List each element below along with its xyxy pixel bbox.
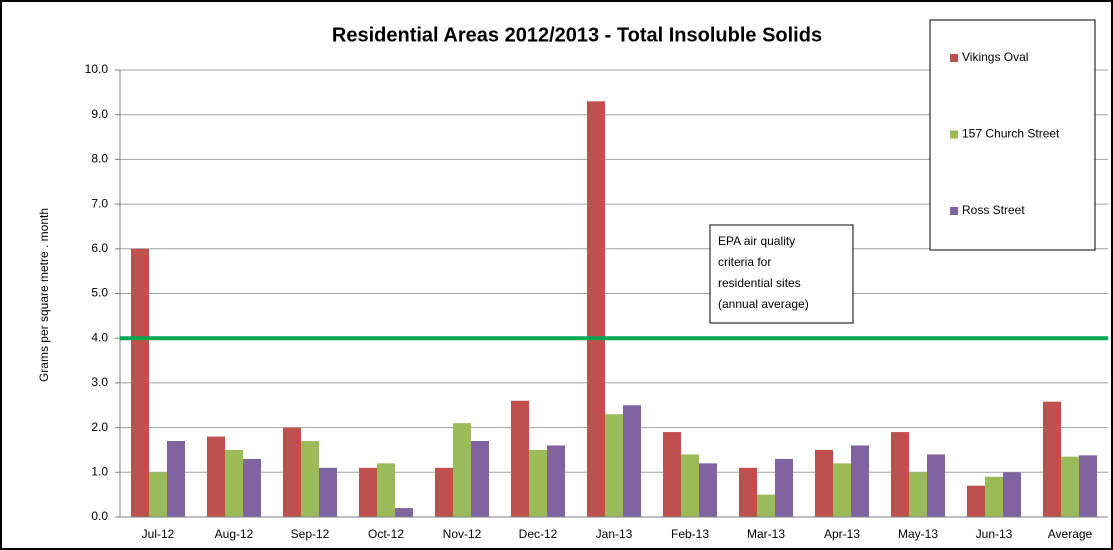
y-axis-label: Grams per square metre . month <box>37 208 51 382</box>
legend-swatch <box>950 207 958 215</box>
y-tick-label: 10.0 <box>85 62 109 76</box>
bar <box>699 463 717 517</box>
x-tick-label: Jul-12 <box>142 527 175 541</box>
y-tick-label: 7.0 <box>91 196 108 210</box>
y-tick-label: 6.0 <box>91 241 108 255</box>
bar <box>547 445 565 517</box>
x-tick-label: Feb-13 <box>671 527 709 541</box>
bar <box>663 432 681 517</box>
bar <box>909 472 927 517</box>
bar <box>833 463 851 517</box>
bar <box>359 467 377 517</box>
bar <box>1003 472 1021 517</box>
bar <box>167 441 185 517</box>
bar <box>453 423 471 517</box>
bar <box>301 441 319 517</box>
x-tick-label: Average <box>1048 527 1093 541</box>
x-tick-label: Aug-12 <box>215 527 254 541</box>
bar <box>131 248 149 518</box>
bar <box>1079 455 1097 517</box>
bar <box>815 449 833 517</box>
bar <box>927 454 945 517</box>
bar <box>435 467 453 517</box>
x-tick-label: Sep-12 <box>291 527 330 541</box>
x-tick-label: Mar-13 <box>747 527 785 541</box>
bar <box>1061 456 1079 517</box>
x-tick-label: May-13 <box>898 527 938 541</box>
bar <box>395 508 413 517</box>
annotation: criteria for <box>718 255 771 269</box>
bar <box>739 467 757 517</box>
bar <box>283 427 301 517</box>
chart-title: Residential Areas 2012/2013 - Total Inso… <box>332 24 822 46</box>
x-tick-label: Dec-12 <box>519 527 558 541</box>
y-tick-label: 4.0 <box>91 330 108 344</box>
legend-label: Ross Street <box>962 203 1025 217</box>
y-tick-label: 2.0 <box>91 420 108 434</box>
bar <box>623 405 641 517</box>
y-tick-label: 5.0 <box>91 286 108 300</box>
legend-swatch <box>950 54 958 62</box>
x-tick-label: Nov-12 <box>443 527 482 541</box>
bar <box>1043 401 1061 517</box>
legend-label: Vikings Oval <box>962 50 1028 64</box>
bar <box>511 400 529 517</box>
annotation: EPA air quality <box>718 234 795 248</box>
bar <box>377 463 395 517</box>
bar <box>149 472 167 517</box>
bar <box>775 458 793 517</box>
bar <box>319 467 337 517</box>
bar <box>207 436 225 517</box>
y-tick-label: 9.0 <box>91 107 108 121</box>
annotation: residential sites <box>718 276 801 290</box>
bar <box>605 414 623 517</box>
bar <box>587 101 605 517</box>
legend-label: 157 Church Street <box>962 127 1060 141</box>
bar <box>225 449 243 517</box>
bar <box>681 454 699 517</box>
bar <box>891 432 909 517</box>
annotation: (annual average) <box>718 297 809 311</box>
bar <box>757 494 775 517</box>
x-tick-label: Apr-13 <box>824 527 860 541</box>
bar <box>471 441 489 517</box>
bar <box>529 449 547 517</box>
x-tick-label: Jun-13 <box>976 527 1013 541</box>
x-tick-label: Jan-13 <box>596 527 633 541</box>
legend-swatch <box>950 130 958 139</box>
bar <box>243 458 261 517</box>
bar <box>967 485 985 517</box>
y-tick-label: 3.0 <box>91 375 108 389</box>
bar <box>851 445 869 517</box>
y-tick-label: 8.0 <box>91 152 108 166</box>
y-tick-label: 1.0 <box>91 464 108 478</box>
annotation-box <box>709 224 854 324</box>
bar <box>985 476 1003 517</box>
y-tick-label: 0.0 <box>91 509 108 523</box>
x-tick-label: Oct-12 <box>368 527 404 541</box>
